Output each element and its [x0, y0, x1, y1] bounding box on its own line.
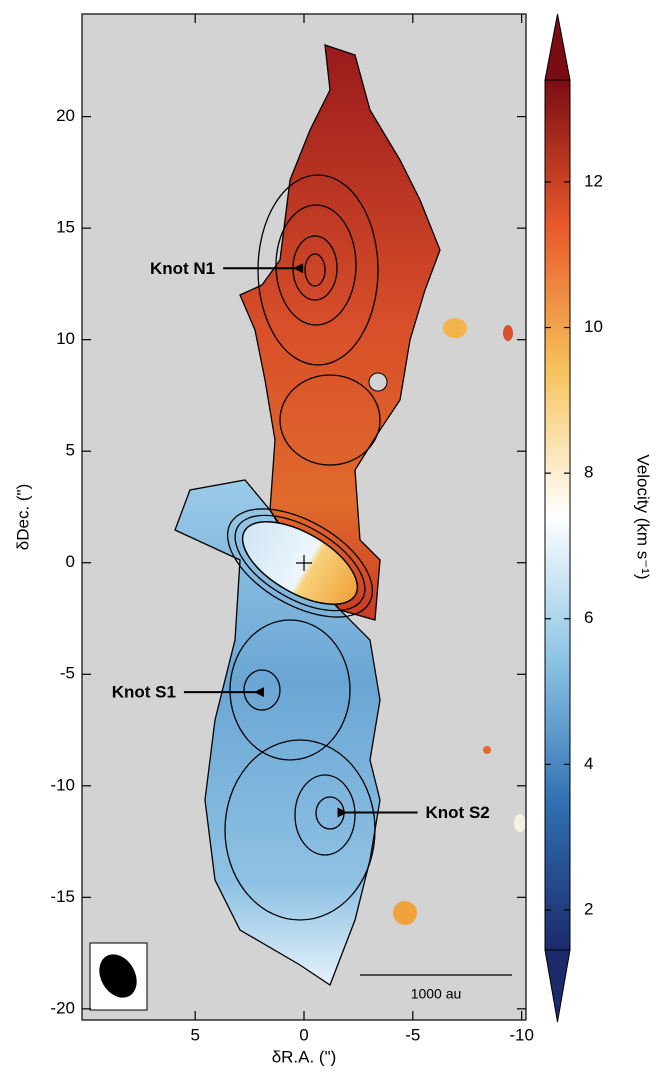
blueshifted-lobe — [175, 480, 380, 985]
annotation-label: Knot N1 — [150, 259, 215, 278]
colorbar-tick-label: 8 — [584, 463, 593, 482]
x-tick-label: -10 — [509, 1025, 534, 1044]
colorbar-extend-bottom — [544, 949, 571, 1023]
annotation-arrowhead — [337, 807, 348, 818]
annotation-arrowhead — [253, 687, 264, 698]
y-tick-label: -20 — [50, 998, 75, 1017]
y-tick-label: 20 — [56, 106, 75, 125]
x-tick-label: 5 — [190, 1025, 199, 1044]
annotation-label: Knot S1 — [112, 683, 176, 702]
colorbar-tick-label: 6 — [584, 608, 593, 627]
y-tick-label: -10 — [50, 775, 75, 794]
colorbar-tick-label: 12 — [584, 171, 603, 190]
colorbar-tick-label: 2 — [584, 899, 593, 918]
y-tick-label: -15 — [50, 887, 75, 906]
x-axis-label: δR.A. (") — [272, 1047, 337, 1066]
colorbar-tick-label: 4 — [584, 754, 593, 773]
y-tick-label: 5 — [66, 441, 75, 460]
annotation-label: Knot S2 — [426, 803, 490, 822]
x-tick-label: -5 — [405, 1025, 420, 1044]
colorbar-extend-top — [544, 13, 571, 81]
y-tick-label: 10 — [56, 329, 75, 348]
y-tick-label: 0 — [66, 552, 75, 571]
colorbar-tick-label: 10 — [584, 317, 603, 336]
beam — [99, 954, 137, 998]
colorbar-label: Velocity (km s⁻¹) — [634, 454, 653, 579]
x-tick-label: 0 — [299, 1025, 308, 1044]
y-tick-label: -5 — [60, 664, 75, 683]
y-axis-label: δDec. (") — [13, 484, 32, 551]
velocity-map — [174, 44, 526, 986]
scale-bar-label: 1000 au — [411, 986, 462, 1002]
annotation-arrowhead — [293, 263, 304, 274]
redshifted-lobe — [240, 45, 440, 620]
y-tick-label: 15 — [56, 218, 75, 237]
colorbar — [544, 79, 571, 951]
